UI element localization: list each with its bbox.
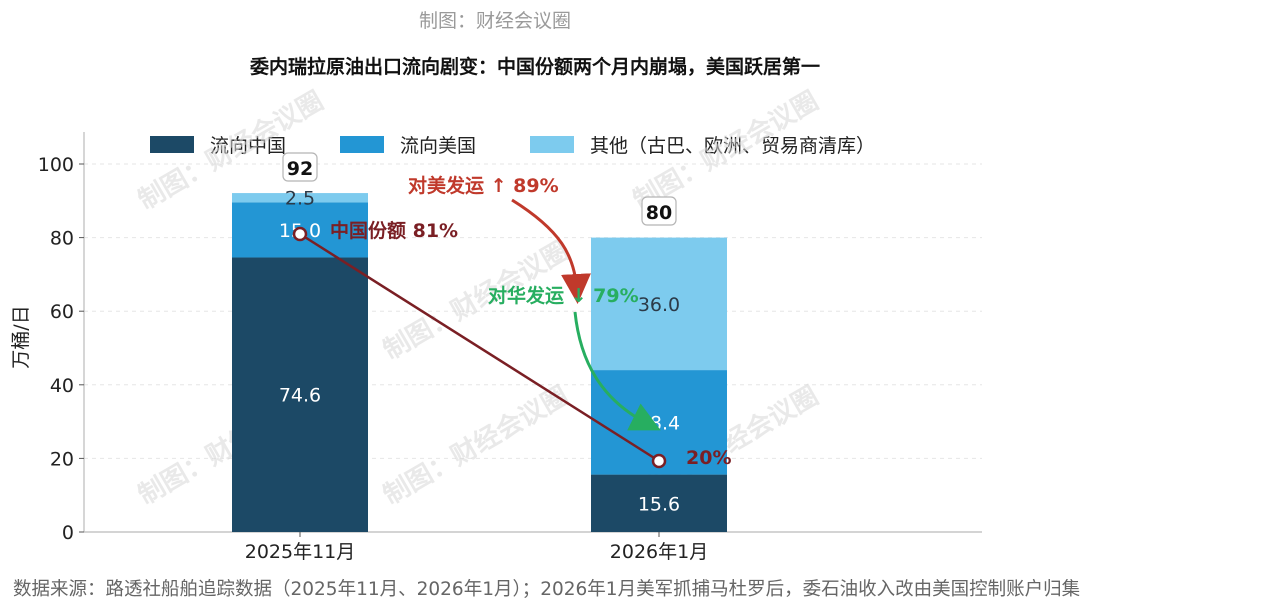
legend-swatch-other bbox=[530, 136, 575, 153]
usa-change-arrow bbox=[511, 198, 591, 304]
y-tick-label: 80 bbox=[50, 228, 74, 250]
y-axis-label: 万桶/日 bbox=[10, 305, 32, 368]
bar-segment-other bbox=[232, 193, 368, 203]
data-source-note: 数据来源：路透社船舶追踪数据（2025年11月、2026年1月）；2026年1月… bbox=[13, 579, 1081, 600]
y-tick-label: 60 bbox=[50, 301, 74, 323]
legend-label-other: 其他（古巴、欧洲、贸易商清库） bbox=[590, 135, 876, 157]
china-share-start-label: 中国份额 81% bbox=[330, 219, 458, 242]
china-change-label: 对华发运 ↓ 79% bbox=[488, 284, 639, 307]
bar-segment-china bbox=[591, 474, 727, 532]
legend-label-china: 流向中国 bbox=[210, 135, 287, 157]
legend-item-usa: 流向美国 bbox=[340, 131, 476, 158]
y-tick-label: 20 bbox=[50, 448, 74, 470]
bar-value-label: 74.6 bbox=[279, 385, 321, 407]
watermark-text: 制图：财经会议圈 bbox=[378, 380, 574, 511]
total-label: 92 bbox=[287, 158, 313, 180]
china-change-arrow bbox=[573, 311, 661, 431]
legend-swatch-china bbox=[150, 136, 194, 153]
x-tick-label: 2025年11月 bbox=[245, 541, 356, 563]
usa-change-label: 对美发运 ↑ 89% bbox=[408, 174, 559, 197]
total-label: 80 bbox=[646, 202, 672, 224]
bar-segment-other bbox=[591, 237, 727, 371]
bar-segment-china bbox=[232, 257, 368, 532]
legend-swatch-usa bbox=[340, 136, 385, 153]
bar-value-label: 2.5 bbox=[285, 188, 315, 210]
china-share-point-start bbox=[292, 226, 308, 242]
y-tick-label: 40 bbox=[50, 375, 74, 397]
y-tick-label: 100 bbox=[38, 154, 74, 176]
bar-value-label: 15.6 bbox=[638, 493, 680, 515]
china-share-end-label: 20% bbox=[686, 447, 731, 469]
chart-credit: 制图：财经会议圈 bbox=[418, 10, 571, 32]
total-label-box bbox=[641, 196, 677, 226]
legend-label-usa: 流向美国 bbox=[400, 135, 477, 157]
legend-item-other: 其他（古巴、欧洲、贸易商清库） bbox=[530, 131, 875, 158]
china-share-point-end bbox=[651, 453, 667, 469]
y-tick-label: 0 bbox=[62, 522, 74, 544]
chart-title: 委内瑞拉原油出口流向剧变：中国份额两个月内崩塌，美国跃居第一 bbox=[249, 56, 820, 78]
legend: 流向中国 流向美国 其他（古巴、欧洲、贸易商清库） bbox=[150, 131, 929, 158]
china-share-line bbox=[299, 232, 660, 463]
bar-value-label: 36.0 bbox=[638, 294, 680, 316]
legend-item-china: 流向中国 bbox=[150, 131, 286, 158]
x-tick-label: 2026年1月 bbox=[610, 541, 708, 563]
total-label-box bbox=[282, 152, 318, 182]
